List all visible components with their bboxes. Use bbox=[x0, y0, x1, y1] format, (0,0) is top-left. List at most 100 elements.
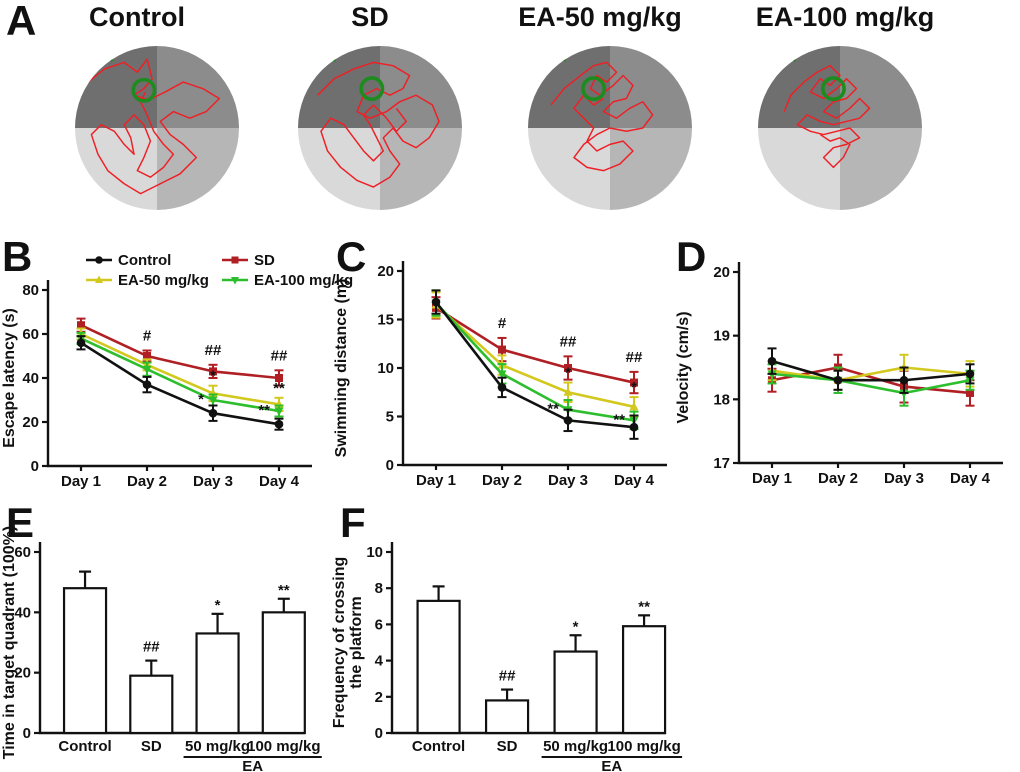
svg-text:Day 2: Day 2 bbox=[482, 472, 522, 489]
svg-text:**: ** bbox=[258, 402, 270, 419]
svg-text:Day 1: Day 1 bbox=[61, 473, 101, 490]
svg-text:18: 18 bbox=[713, 391, 730, 408]
svg-text:Velocity (cm/s): Velocity (cm/s) bbox=[675, 311, 692, 423]
pool-title-ea100: EA-100 mg/kg bbox=[755, 2, 935, 32]
maze-pool-sd bbox=[298, 46, 462, 210]
panel-c-label: C bbox=[336, 233, 367, 280]
maze-pool-ea50 bbox=[528, 46, 692, 210]
svg-text:*: * bbox=[210, 368, 216, 385]
svg-text:2: 2 bbox=[375, 689, 383, 706]
svg-text:#: # bbox=[143, 328, 152, 345]
svg-text:10: 10 bbox=[366, 544, 383, 561]
svg-text:50 mg/kg: 50 mg/kg bbox=[185, 738, 250, 755]
svg-text:**: ** bbox=[547, 401, 559, 418]
svg-text:**: ** bbox=[638, 598, 650, 615]
swimming-distance-chart: 0 5 10 15 20 Day 1 Day 2 Day 3 Day 4 Swimming dis… bbox=[333, 261, 667, 489]
swim-trace-ea100 bbox=[780, 56, 871, 169]
svg-text:100 mg/kg: 100 mg/kg bbox=[607, 738, 680, 755]
pool-title-ea50: EA-50 mg/kg bbox=[518, 2, 682, 32]
svg-text:EA: EA bbox=[601, 758, 622, 772]
svg-text:##: ## bbox=[205, 342, 222, 359]
svg-text:Day 3: Day 3 bbox=[548, 472, 588, 489]
panel-d-label: D bbox=[676, 233, 707, 280]
svg-text:Day 4: Day 4 bbox=[950, 470, 991, 487]
svg-text:SD: SD bbox=[497, 738, 518, 755]
svg-text:20: 20 bbox=[377, 263, 394, 280]
svg-text:*: * bbox=[215, 597, 221, 614]
svg-text:the platform: the platform bbox=[348, 596, 365, 688]
svg-text:50 mg/kg: 50 mg/kg bbox=[543, 738, 608, 755]
svg-text:Control: Control bbox=[412, 738, 465, 755]
svg-text:Swimming distance (m): Swimming distance (m) bbox=[333, 279, 350, 458]
svg-text:19: 19 bbox=[713, 328, 730, 345]
svg-text:Day 4: Day 4 bbox=[259, 473, 300, 490]
svg-text:15: 15 bbox=[377, 312, 394, 329]
panel-e-label: E bbox=[6, 499, 35, 546]
svg-text:*: * bbox=[565, 365, 571, 382]
swim-trace-control bbox=[87, 56, 221, 195]
svg-text:Day 3: Day 3 bbox=[884, 470, 924, 487]
svg-text:**: ** bbox=[273, 380, 285, 397]
pool-title-control: Control bbox=[89, 2, 185, 32]
svg-text:20: 20 bbox=[713, 264, 730, 281]
maze-pool-control bbox=[75, 46, 239, 210]
svg-text:0: 0 bbox=[375, 725, 383, 742]
svg-text:80: 80 bbox=[22, 282, 39, 299]
svg-text:#: # bbox=[498, 315, 507, 332]
svg-text:SD: SD bbox=[141, 738, 162, 755]
svg-text:Day 4: Day 4 bbox=[614, 472, 655, 489]
svg-text:20: 20 bbox=[22, 414, 39, 431]
svg-text:60: 60 bbox=[14, 544, 31, 561]
svg-text:##: ## bbox=[271, 347, 288, 364]
svg-text:##: ## bbox=[499, 668, 516, 685]
swim-trace-ea50 bbox=[550, 56, 654, 172]
svg-text:##: ## bbox=[560, 333, 577, 350]
panel-f-label: F bbox=[340, 499, 366, 546]
svg-text:17: 17 bbox=[713, 455, 730, 472]
svg-text:8: 8 bbox=[375, 580, 383, 597]
svg-text:10: 10 bbox=[377, 360, 394, 377]
svg-text:0: 0 bbox=[386, 457, 394, 474]
svg-text:**: ** bbox=[613, 411, 625, 428]
svg-text:Day 3: Day 3 bbox=[193, 473, 233, 490]
svg-text:EA-100 mg/kg: EA-100 mg/kg bbox=[254, 272, 353, 289]
svg-text:Frequency of crossing: Frequency of crossing bbox=[331, 557, 348, 729]
velocity-chart: 17 18 19 20 Day 1 Day 2 Day 3 Day 4 Velocity (cm… bbox=[675, 262, 1003, 487]
escape-latency-chart: 0 20 40 60 80 Day 1 Day 2 Day 3 Day 4 Escape late… bbox=[1, 252, 353, 490]
svg-text:0: 0 bbox=[31, 458, 39, 475]
svg-text:6: 6 bbox=[375, 616, 383, 633]
svg-text:Control: Control bbox=[118, 252, 171, 269]
svg-text:5: 5 bbox=[386, 409, 394, 426]
svg-text:*: * bbox=[631, 379, 637, 396]
svg-text:Day 2: Day 2 bbox=[818, 470, 858, 487]
svg-text:Day 1: Day 1 bbox=[416, 472, 456, 489]
svg-text:4: 4 bbox=[375, 653, 384, 670]
svg-text:20: 20 bbox=[14, 665, 31, 682]
svg-text:60: 60 bbox=[22, 326, 39, 343]
svg-text:Time in target quadrant (100%): Time in target quadrant (100%) bbox=[1, 526, 18, 760]
svg-text:40: 40 bbox=[14, 604, 31, 621]
svg-text:##: ## bbox=[143, 639, 160, 656]
svg-text:40: 40 bbox=[22, 370, 39, 387]
svg-text:**: ** bbox=[278, 582, 290, 599]
panel-a-label: A bbox=[6, 0, 37, 44]
svg-text:EA-50 mg/kg: EA-50 mg/kg bbox=[118, 272, 209, 289]
platform-crossing-bar-chart: 0 2 4 6 8 10 Frequency of crossing the platform… bbox=[331, 542, 683, 772]
svg-text:*: * bbox=[198, 391, 204, 408]
svg-text:*: * bbox=[573, 618, 579, 635]
svg-text:SD: SD bbox=[254, 252, 275, 269]
svg-text:Day 1: Day 1 bbox=[752, 470, 792, 487]
svg-text:Control: Control bbox=[58, 738, 111, 755]
pool-title-sd: SD bbox=[351, 2, 389, 32]
svg-text:Escape latency (s): Escape latency (s) bbox=[1, 308, 18, 448]
svg-text:0: 0 bbox=[23, 725, 31, 742]
svg-text:EA: EA bbox=[242, 758, 263, 772]
maze-pool-ea100 bbox=[758, 46, 922, 210]
svg-text:Day 2: Day 2 bbox=[127, 473, 167, 490]
svg-text:##: ## bbox=[626, 349, 643, 366]
panel-b-label: B bbox=[2, 233, 33, 280]
swim-trace-sd bbox=[317, 56, 440, 188]
svg-text:100 mg/kg: 100 mg/kg bbox=[247, 738, 320, 755]
